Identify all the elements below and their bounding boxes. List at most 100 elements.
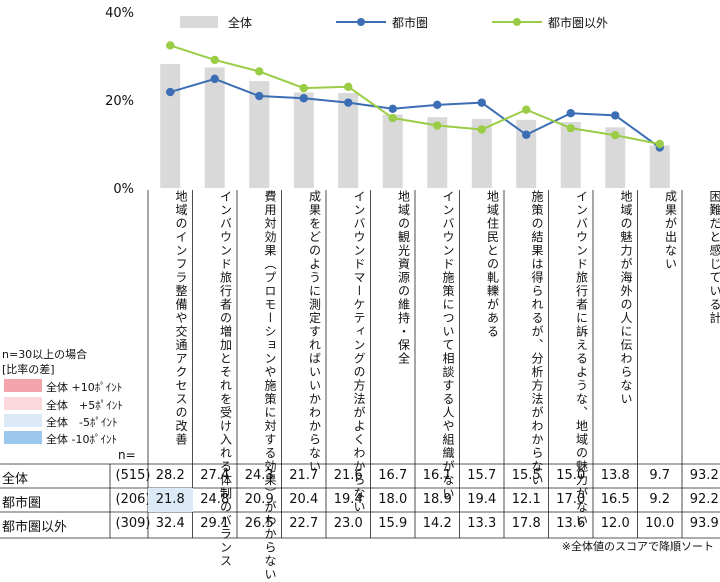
point-toshiken-igai-3 bbox=[299, 83, 308, 93]
table-cell: 19.4 bbox=[467, 492, 497, 507]
category-label-11: 成果が出ない bbox=[663, 190, 678, 271]
table-cell: 26.5 bbox=[244, 516, 274, 531]
row-n: (206) bbox=[115, 492, 151, 507]
table-gridlines bbox=[0, 190, 720, 539]
chart: 全体 都市圏 都市圏以外 0%20%40% bbox=[0, 6, 720, 539]
row-n: (515) bbox=[115, 468, 151, 483]
table-row-toshiken: 都市圏 (206) 21.8 24.8 20.9 20.4 19.4 18.0 18.9 19… bbox=[0, 488, 720, 512]
point-toshiken-4 bbox=[344, 98, 353, 107]
bar-6 bbox=[427, 117, 448, 188]
table-cell: 9.2 bbox=[649, 492, 671, 507]
point-toshiken-igai-2 bbox=[255, 67, 264, 76]
table-cell: 93.2 bbox=[689, 468, 719, 483]
bar-11 bbox=[649, 145, 670, 188]
y-tick-label: 20% bbox=[105, 94, 134, 109]
bar-8 bbox=[516, 119, 537, 188]
y-tick-label: 0% bbox=[113, 182, 134, 197]
table-cell: 27.4 bbox=[200, 468, 230, 483]
point-toshiken-2 bbox=[255, 91, 264, 101]
bar-series bbox=[160, 63, 670, 188]
row-label: 都市圏以外 bbox=[2, 520, 68, 535]
table-cell: 20.9 bbox=[244, 492, 274, 507]
point-toshiken-igai-0 bbox=[166, 41, 175, 50]
point-toshiken-3 bbox=[299, 94, 308, 103]
table-cell: 16.5 bbox=[600, 492, 630, 507]
point-toshiken-10 bbox=[611, 111, 620, 120]
line-toshiken-igai bbox=[169, 44, 660, 145]
table-cell: 23.0 bbox=[333, 516, 363, 531]
table-cell: 21.7 bbox=[289, 468, 319, 483]
point-toshiken-igai-5 bbox=[388, 113, 397, 123]
category-label-8: 施策の結果は得られるが、分析方法がわからない bbox=[530, 190, 544, 487]
point-toshiken-8 bbox=[522, 130, 531, 139]
table-cell: 24.3 bbox=[244, 468, 274, 483]
table-cell: 18.0 bbox=[378, 492, 408, 507]
diff-swatch-plus5 bbox=[4, 397, 42, 410]
category-label-9: インバウンド旅行者に訴えるような、地域の魅力がない bbox=[574, 190, 589, 528]
table-cell: 12.1 bbox=[511, 492, 541, 507]
diff-label-plus5: 全体 +5ﾎﾟｲﾝﾄ bbox=[46, 399, 123, 412]
category-label-6: インバウンド施策について相談する人や組織がない bbox=[441, 190, 455, 501]
row-label: 全体 bbox=[2, 472, 29, 487]
table-cell: 21.8 bbox=[148, 488, 193, 512]
table-cell: 14.2 bbox=[422, 516, 452, 531]
diff-legend-title: n=30以上の場合 bbox=[2, 348, 88, 361]
diff-swatch-plus10 bbox=[4, 379, 42, 392]
y-tick-label: 40% bbox=[105, 6, 134, 21]
table-row-zentai: 全体 (515) 28.2 27.4 24.3 21.7 21.6 16.7 16.1 15.… bbox=[0, 464, 720, 488]
point-toshiken-9 bbox=[566, 109, 575, 118]
line-series bbox=[166, 41, 664, 152]
table-cell: 10.0 bbox=[645, 516, 675, 531]
bar-3 bbox=[293, 92, 314, 188]
table-cell: 15.5 bbox=[511, 468, 541, 483]
table-cell: 20.4 bbox=[289, 492, 319, 507]
point-toshiken-0 bbox=[166, 87, 175, 97]
bar-1 bbox=[204, 67, 225, 188]
n-label: n= bbox=[118, 448, 136, 462]
point-toshiken-igai-1 bbox=[210, 55, 219, 65]
legend-marker-toshiken-igai bbox=[513, 18, 521, 26]
category-label-10: 地域の魅力が海外の人に伝わらない bbox=[619, 190, 633, 406]
table-cell: 16.1 bbox=[422, 468, 452, 483]
footnote: ※全体値のスコアで降順ソート bbox=[561, 540, 714, 553]
category-label-12: 困難だと感じている計 bbox=[708, 190, 720, 325]
table-cell: 9.7 bbox=[649, 468, 671, 483]
data-table: 全体 (515) 28.2 27.4 24.3 21.7 21.6 16.7 16.1 15.… bbox=[0, 448, 720, 538]
point-toshiken-igai-10 bbox=[611, 131, 620, 140]
point-toshiken-1 bbox=[210, 74, 219, 84]
category-label-4: インバウンドマーケティングの方法がよくわからない bbox=[352, 190, 366, 514]
diff-label-plus10: 全体 +10ﾎﾟｲﾝﾄ bbox=[46, 381, 123, 394]
legend-label-toshiken: 都市圏 bbox=[392, 15, 428, 30]
table-cell: 15.0 bbox=[556, 468, 586, 483]
point-toshiken-6 bbox=[433, 100, 442, 110]
bar-9 bbox=[560, 122, 581, 188]
y-axis: 0% 20% 40% bbox=[105, 6, 134, 197]
table-cell: 13.6 bbox=[556, 516, 586, 531]
point-toshiken-5 bbox=[388, 104, 397, 114]
table-cell: 29.1 bbox=[200, 516, 230, 531]
row-n: (309) bbox=[115, 516, 151, 531]
bar-5 bbox=[382, 114, 403, 188]
table-cell: 32.4 bbox=[155, 516, 185, 531]
diff-swatch-minus5 bbox=[4, 414, 42, 427]
category-label-2: 費用対効果（プロモーションや施策に対する効果）がわからない bbox=[263, 190, 277, 582]
diff-legend-subtitle: [比率の差] bbox=[2, 363, 55, 376]
table-cell: 15.7 bbox=[467, 468, 497, 483]
category-label-1: インバウンド旅行者の増加とそれを受け入れる体制のバランス bbox=[218, 190, 233, 568]
table-cell: 18.9 bbox=[422, 492, 452, 507]
table-cell: 13.3 bbox=[467, 516, 497, 531]
bar-10 bbox=[605, 127, 626, 188]
diff-label-minus5: 全体 -5ﾎﾟｲﾝﾄ bbox=[46, 416, 118, 429]
table-cell: 13.8 bbox=[600, 468, 630, 483]
category-label-3: 成果をどのように測定すればいいかわからない bbox=[307, 190, 322, 474]
point-toshiken-igai-7 bbox=[477, 125, 486, 134]
point-toshiken-igai-11 bbox=[655, 139, 664, 149]
chart-legend: 全体 都市圏 都市圏以外 bbox=[180, 15, 608, 30]
point-toshiken-7 bbox=[477, 98, 486, 107]
category-label-7: 地域住民との軋轢がある bbox=[485, 190, 500, 339]
point-toshiken-igai-4 bbox=[344, 82, 353, 92]
legend-swatch-zentai bbox=[180, 16, 218, 28]
diff-swatch-minus10 bbox=[4, 431, 42, 444]
bar-0 bbox=[160, 63, 181, 188]
table-cell: 12.0 bbox=[600, 516, 630, 531]
